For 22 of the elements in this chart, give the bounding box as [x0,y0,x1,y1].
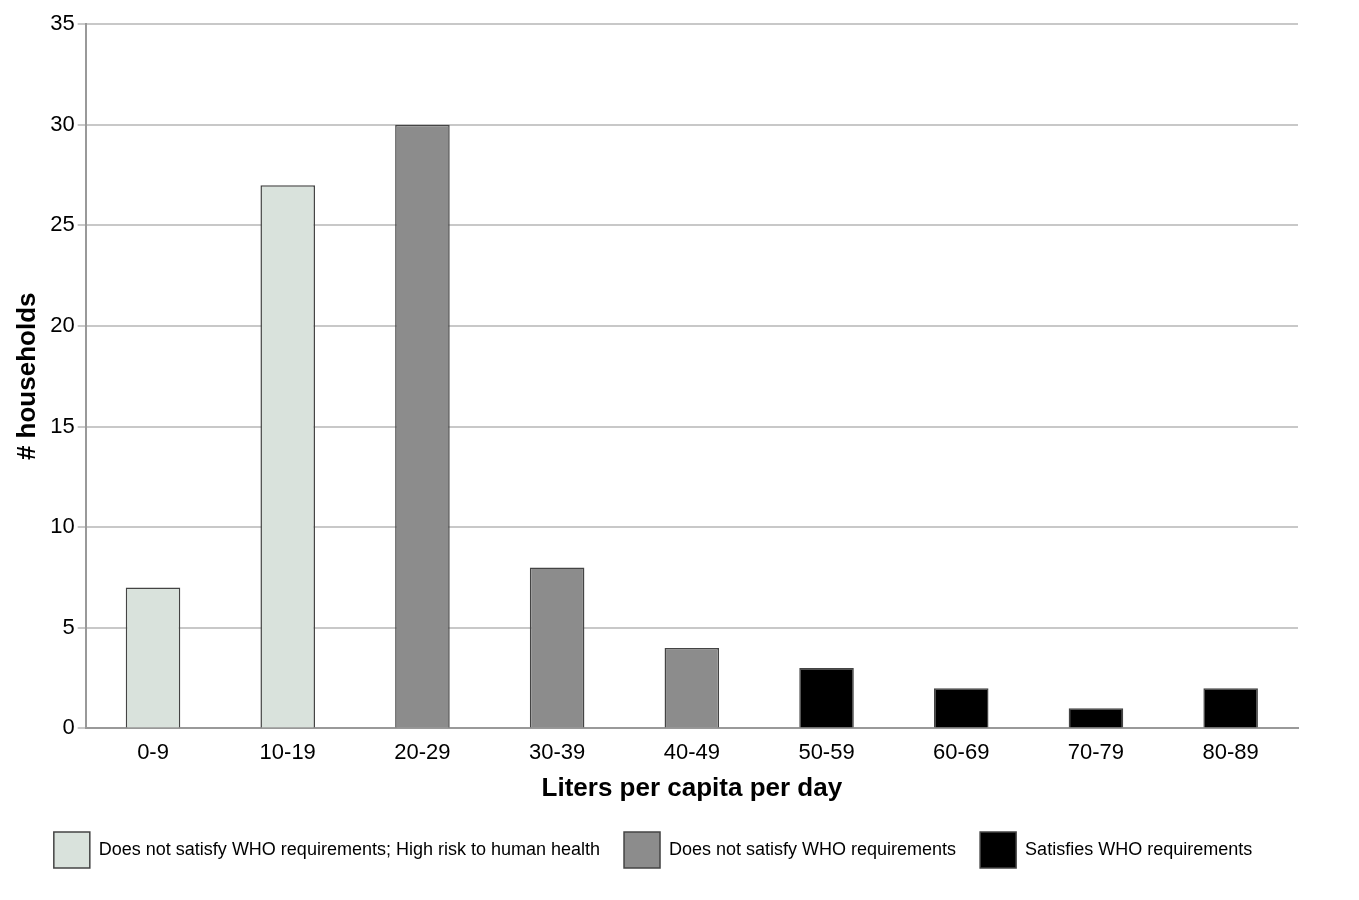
x-axis-title: Liters per capita per day [541,771,843,802]
y-tick-label: 15 [50,412,75,438]
x-tick-label: 50-59 [798,738,855,764]
x-tick-label: 10-19 [259,738,316,764]
x-tick-label: 40-49 [663,738,720,764]
legend-label: Does not satisfy WHO requirements [669,838,957,859]
legend-label: Does not satisfy WHO requirements; High risk to human health [98,838,601,859]
y-tick-label: 20 [50,312,75,338]
y-tick-label: 30 [50,110,75,136]
y-axis-title: # households [10,292,41,461]
x-tick-label: 60-69 [933,738,990,764]
x-tick-label: 20-29 [394,738,451,764]
legend-label: Satisfies WHO requirements [1025,838,1253,859]
y-tick-label: 0 [62,714,75,740]
x-tick-label: 80-89 [1202,738,1259,764]
x-tick-label: 70-79 [1067,738,1125,764]
y-tick-label: 10 [50,513,75,539]
x-tick-label: 0-9 [137,738,169,764]
y-tick-label: 5 [62,613,75,639]
x-tick-label: 30-39 [528,738,586,764]
y-tick-label: 35 [50,10,75,36]
y-tick-label: 25 [50,211,75,237]
